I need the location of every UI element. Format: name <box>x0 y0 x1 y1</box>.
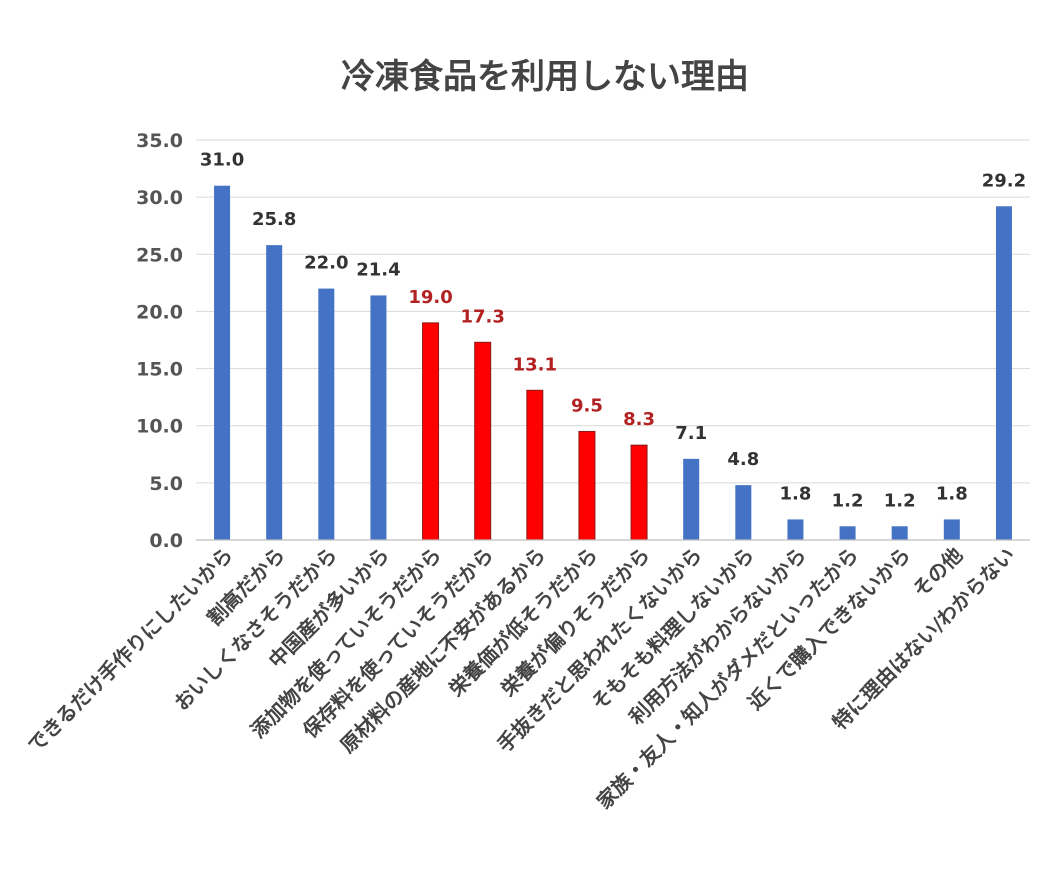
y-tick-label: 30.0 <box>136 187 183 209</box>
data-label: 7.1 <box>675 423 707 444</box>
data-label: 1.2 <box>884 490 916 511</box>
data-label: 21.4 <box>356 259 400 280</box>
data-label: 22.0 <box>304 253 348 274</box>
data-label: 4.8 <box>727 449 759 470</box>
y-tick-label: 5.0 <box>149 473 183 495</box>
bar <box>943 519 960 540</box>
bar <box>787 519 804 540</box>
bar <box>526 389 544 541</box>
y-tick-label: 25.0 <box>136 244 183 266</box>
data-labels: 31.0 25.8 22.0 21.4 19.0 17.3 13.1 9.5 8.3 7.1 4.8… <box>200 150 1026 512</box>
data-label: 17.3 <box>460 306 504 327</box>
data-label: 1.8 <box>936 483 968 504</box>
bar <box>839 526 856 540</box>
data-label: 25.8 <box>252 209 296 230</box>
bar <box>630 444 648 541</box>
bar <box>422 322 440 541</box>
data-label: 13.1 <box>513 354 557 375</box>
data-label: 29.2 <box>982 170 1026 191</box>
bar <box>266 245 283 540</box>
bar <box>370 295 387 540</box>
bar <box>995 206 1012 541</box>
x-tick-label: できるだけ手作りにしたいから <box>23 543 238 758</box>
bar <box>735 485 752 540</box>
bar <box>474 341 492 541</box>
y-axis-ticks: 0.0 5.0 10.0 15.0 20.0 25.0 30.0 35.0 <box>136 130 183 552</box>
y-tick-label: 15.0 <box>136 359 183 381</box>
chart-title: 冷凍食品を利用しない理由 <box>341 57 749 97</box>
bar <box>214 185 231 540</box>
data-label: 31.0 <box>200 150 244 171</box>
bar <box>891 526 908 540</box>
y-tick-label: 10.0 <box>136 416 183 438</box>
x-axis-labels: できるだけ手作りにしたいから割高だからおいしくなさそうだから中国産が多いから添加… <box>23 543 1020 814</box>
bar <box>318 288 335 540</box>
data-label: 8.3 <box>623 409 655 430</box>
data-label: 1.2 <box>832 490 864 511</box>
bar <box>683 458 700 540</box>
data-label: 9.5 <box>571 395 603 416</box>
bar <box>578 430 596 541</box>
y-tick-label: 0.0 <box>149 530 183 552</box>
data-label: 19.0 <box>408 287 452 308</box>
data-label: 1.8 <box>779 483 811 504</box>
y-tick-label: 20.0 <box>136 301 183 323</box>
gridlines <box>196 139 1030 484</box>
bars <box>214 185 1012 541</box>
y-tick-label: 35.0 <box>136 130 183 152</box>
